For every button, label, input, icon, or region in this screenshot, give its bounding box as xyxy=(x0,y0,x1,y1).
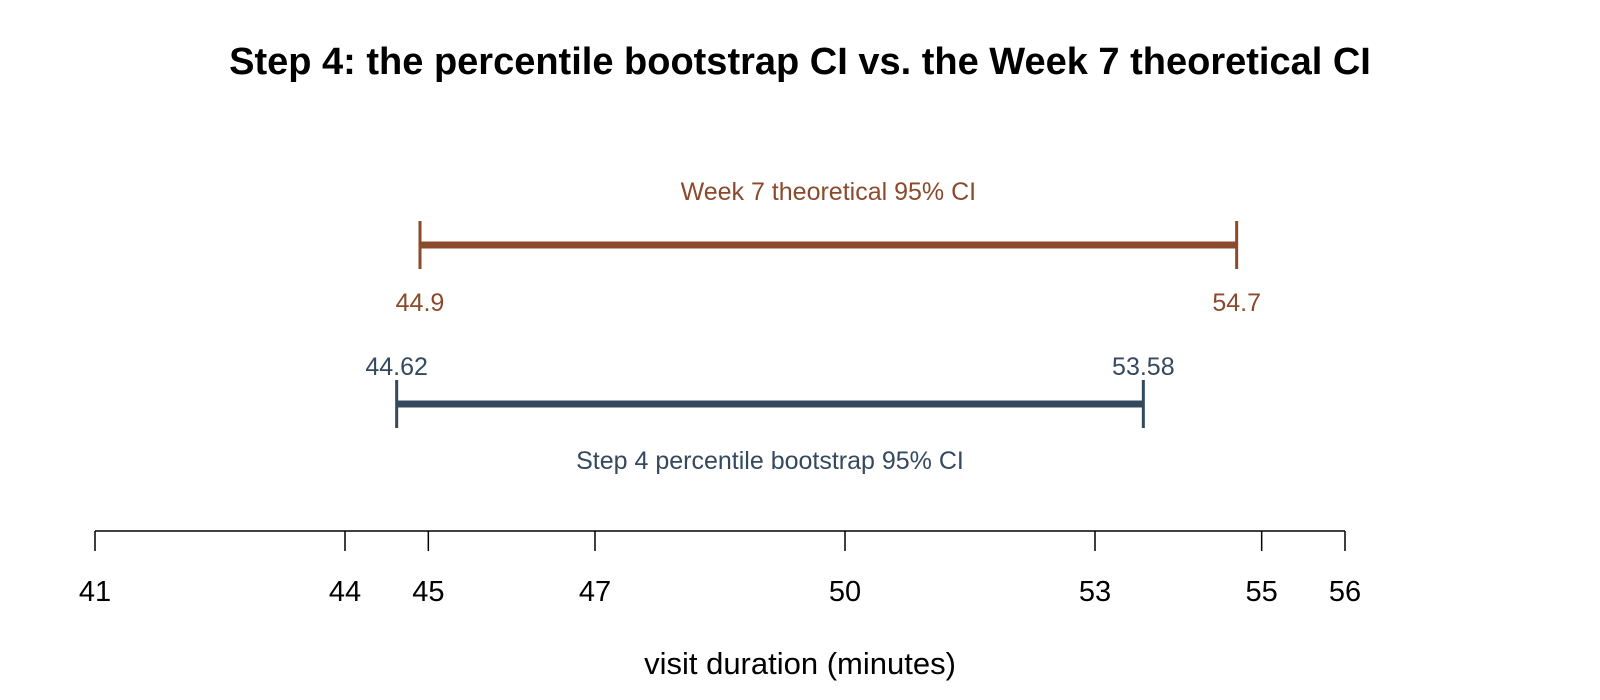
x-tick-label: 50 xyxy=(829,576,861,608)
bootstrap-ci-upper-label: 53.58 xyxy=(1112,353,1175,381)
x-tick-label: 47 xyxy=(579,576,611,608)
x-axis: 41 44 45 47 50 53 55 56 xyxy=(79,530,1361,608)
week7-ci-lower-label: 44.9 xyxy=(396,289,445,317)
bootstrap-ci-group: 44.62 53.58 Step 4 percentile bootstrap … xyxy=(365,353,1174,475)
bootstrap-ci-name-label: Step 4 percentile bootstrap 95% CI xyxy=(576,447,964,475)
x-tick-label: 44 xyxy=(329,576,361,608)
x-tick-label: 53 xyxy=(1079,576,1111,608)
week7-ci-group: Week 7 theoretical 95% CI 44.9 54.7 xyxy=(396,178,1261,317)
x-axis-ticks: 41 44 45 47 50 53 55 56 xyxy=(79,531,1361,608)
x-axis-title: visit duration (minutes) xyxy=(644,646,956,681)
x-tick-label: 45 xyxy=(412,576,444,608)
x-tick-label: 55 xyxy=(1246,576,1278,608)
x-tick-label: 41 xyxy=(79,576,111,608)
chart-title: Step 4: the percentile bootstrap CI vs. … xyxy=(229,41,1371,83)
bootstrap-ci-lower-label: 44.62 xyxy=(365,353,428,381)
week7-ci-upper-label: 54.7 xyxy=(1212,289,1261,317)
week7-ci-name-label: Week 7 theoretical 95% CI xyxy=(681,178,977,206)
x-tick-label: 56 xyxy=(1329,576,1361,608)
